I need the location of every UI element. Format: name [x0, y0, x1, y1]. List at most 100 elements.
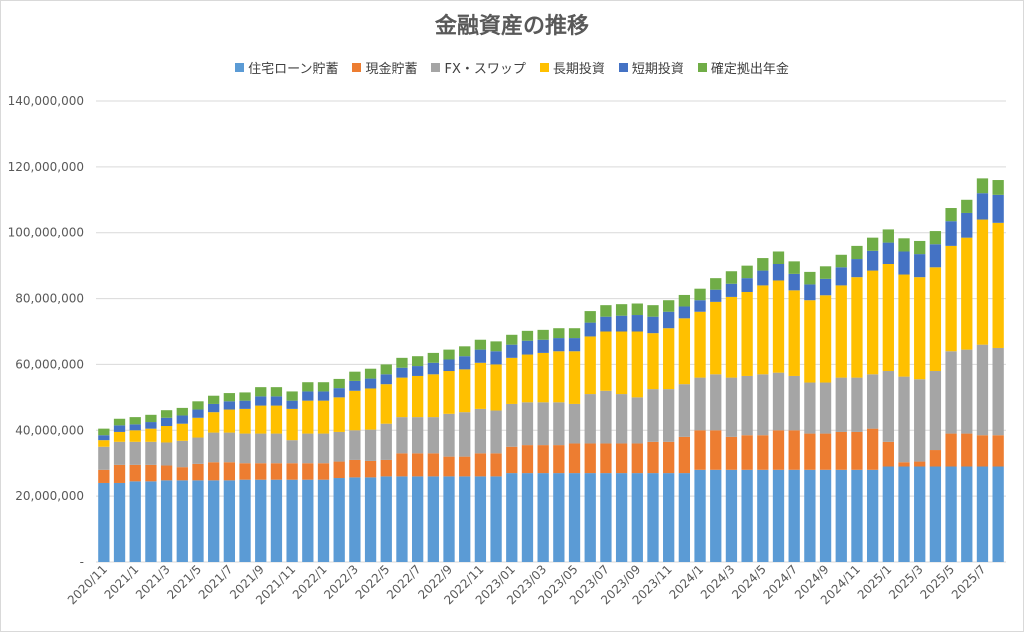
- bar-segment: [521, 402, 534, 446]
- bar-segment: [176, 480, 188, 562]
- bar-segment: [380, 374, 392, 385]
- legend-swatch: [352, 63, 362, 72]
- bar-segment: [694, 377, 706, 431]
- bar-segment: [866, 374, 879, 429]
- bar-segment: [255, 463, 267, 480]
- bar-segment: [113, 431, 126, 442]
- bar-segment: [741, 469, 753, 562]
- bar-segment: [443, 476, 455, 562]
- bar-segment: [537, 339, 549, 353]
- bar-segment: [804, 271, 816, 285]
- bar-segment: [302, 400, 314, 434]
- bar-segment: [945, 208, 957, 222]
- bar-segment: [992, 466, 1004, 562]
- bar-segment: [882, 441, 894, 467]
- bar-segment: [396, 476, 408, 562]
- bar-segment: [255, 405, 267, 434]
- bar-segment: [976, 435, 989, 467]
- bar-segment: [553, 473, 565, 562]
- bar-segment: [506, 334, 518, 345]
- bar-segment: [961, 433, 973, 467]
- bar-segment: [788, 273, 800, 291]
- bar-segment: [176, 415, 188, 424]
- y-tick-label: 80,000,000: [15, 292, 84, 306]
- x-tick-label: 2024/3: [698, 562, 738, 602]
- bar-segment: [459, 476, 471, 562]
- bar-segment: [411, 356, 424, 367]
- x-tick-label: 2021/7: [196, 562, 236, 602]
- bar-segment: [898, 376, 910, 463]
- bar-segment: [757, 258, 769, 271]
- bar-segment: [741, 375, 753, 436]
- legend-label: 長期投資: [552, 62, 605, 77]
- bar-segment: [788, 375, 800, 431]
- bar-segment: [490, 410, 502, 454]
- bar-segment: [129, 464, 141, 482]
- bar-segment: [160, 417, 173, 427]
- bar-segment: [443, 456, 455, 477]
- bar-segment: [192, 409, 204, 418]
- bar-segment: [631, 473, 643, 562]
- x-tick-label: 2025/1: [855, 562, 895, 602]
- bar-segment: [208, 403, 220, 413]
- bar-segment: [615, 443, 628, 474]
- bar-segment: [615, 394, 628, 444]
- bar-segment: [317, 382, 330, 392]
- bar-segment: [98, 440, 110, 447]
- bar-segment: [270, 463, 283, 480]
- bar-segment: [992, 222, 1004, 348]
- bar-segment: [694, 300, 706, 312]
- x-tick-label: 2021/1: [102, 562, 142, 602]
- bar-segment: [663, 311, 675, 329]
- bar-segment: [568, 403, 581, 444]
- bar-segment: [537, 329, 549, 340]
- bar-segment: [835, 469, 847, 562]
- bar-segment: [380, 364, 392, 375]
- bar-segment: [317, 433, 330, 464]
- bar-segment: [663, 389, 675, 442]
- bar-segment: [788, 261, 800, 274]
- bar-segment: [380, 384, 392, 424]
- bar-segment: [898, 466, 910, 562]
- bar-segment: [506, 357, 518, 404]
- bar-segment: [98, 469, 110, 483]
- bar-segment: [521, 445, 534, 474]
- bar-segment: [647, 316, 659, 334]
- y-tick-label: -: [80, 555, 84, 569]
- bar-segment: [349, 380, 361, 391]
- bar-segment: [208, 432, 220, 463]
- bar-segment: [992, 347, 1004, 436]
- bar-segment: [741, 291, 753, 376]
- bar-segment: [129, 424, 141, 431]
- bar-segment: [568, 473, 581, 562]
- bar-segment: [223, 401, 236, 410]
- bar-segment: [553, 445, 565, 474]
- bar-segment: [647, 389, 659, 442]
- chart-title: 金融資産の推移: [434, 14, 589, 39]
- bar-segment: [678, 436, 691, 474]
- bar-segment: [553, 328, 565, 339]
- bar-segment: [176, 440, 188, 468]
- bar-segment: [663, 300, 675, 312]
- bar-segment: [710, 430, 722, 470]
- bar-segment: [223, 409, 236, 433]
- bar-segment: [866, 250, 879, 271]
- bar-segment: [474, 339, 487, 350]
- x-tick-label: 2021/3: [133, 562, 173, 602]
- legend-swatch: [697, 63, 707, 72]
- bar-segment: [239, 392, 251, 401]
- bar-segment: [349, 371, 361, 381]
- bar-segment: [255, 479, 267, 562]
- bar-segment: [286, 408, 298, 441]
- bar-segment: [490, 453, 502, 477]
- bar-segment: [333, 388, 345, 398]
- bar-segment: [615, 315, 628, 332]
- bar-segment: [710, 469, 722, 562]
- bar-segment: [710, 289, 722, 302]
- bar-segment: [286, 440, 298, 464]
- legend-swatch: [539, 63, 549, 72]
- legend-item: 短期投資: [618, 58, 684, 77]
- bar-segment: [851, 431, 863, 470]
- legend-item: FX・スワップ: [431, 58, 526, 77]
- bar-segment: [286, 479, 298, 562]
